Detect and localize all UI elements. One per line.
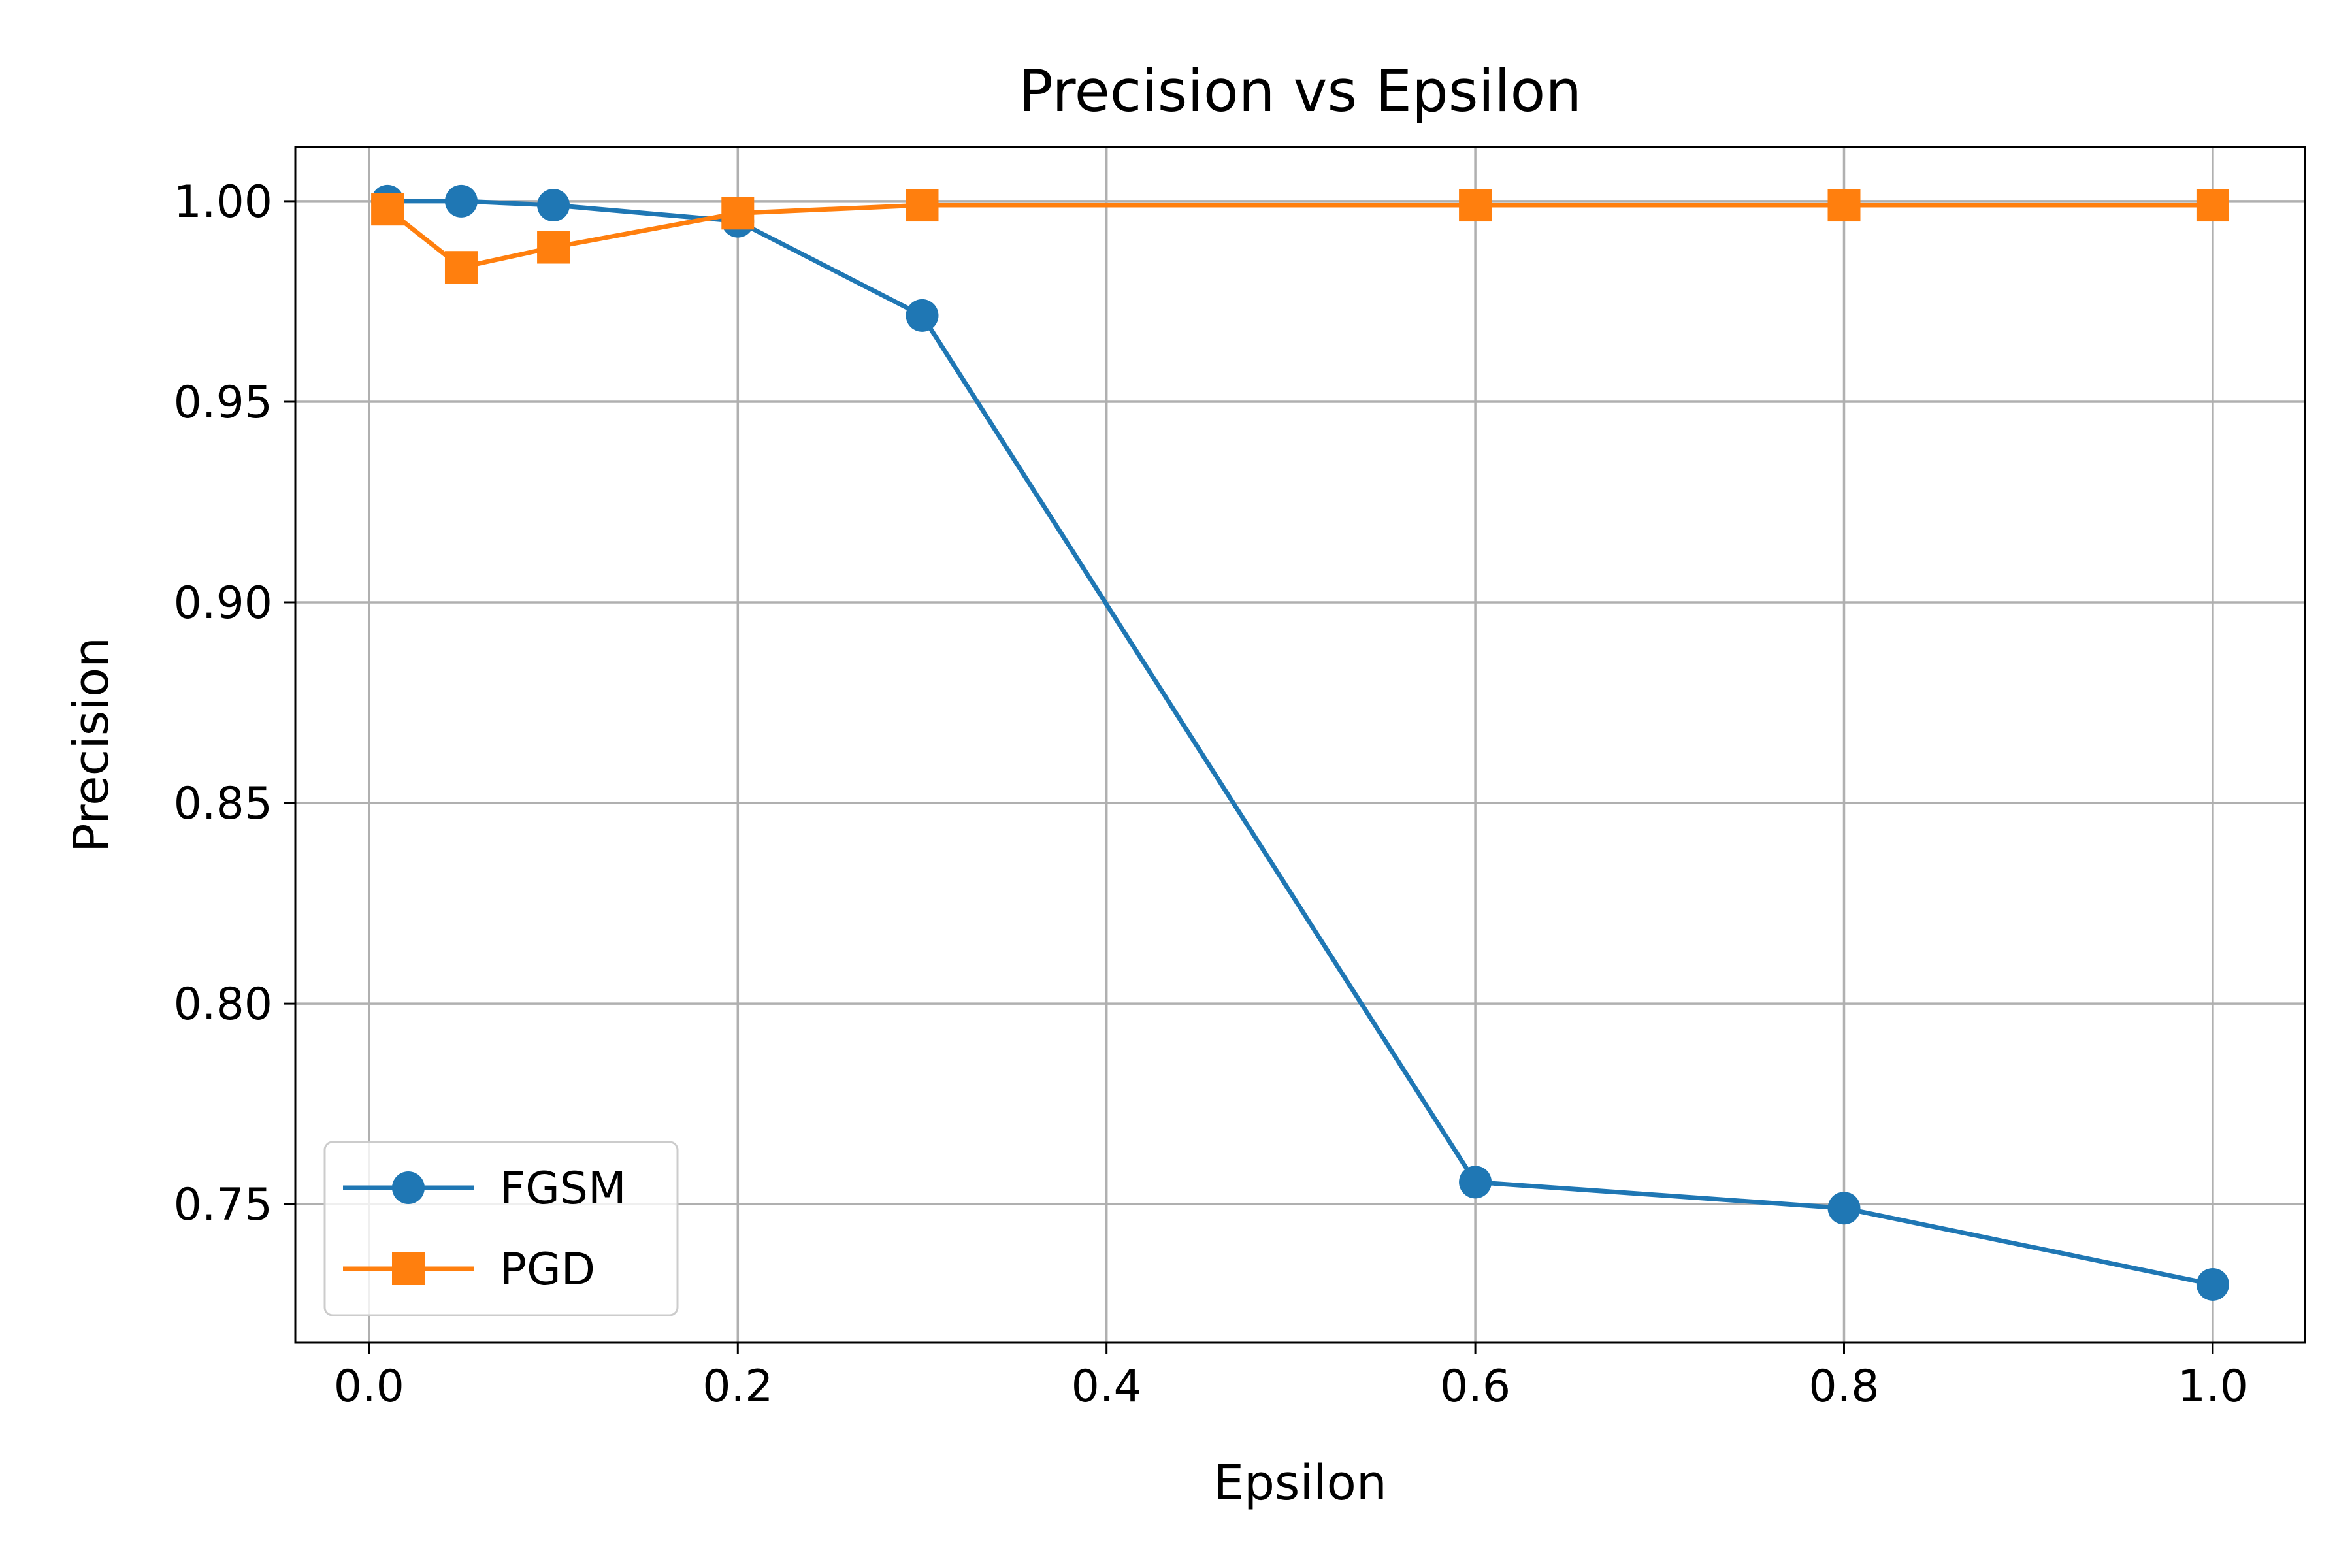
data-point-pgd	[1459, 189, 1492, 222]
data-point-fgsm	[906, 299, 939, 332]
data-point-pgd	[2196, 189, 2229, 222]
y-tick-label: 0.80	[174, 979, 272, 1030]
data-point-pgd	[906, 189, 939, 222]
y-tick-label: 1.00	[174, 176, 272, 228]
data-point-pgd	[1827, 189, 1861, 222]
data-point-fgsm	[444, 184, 478, 218]
legend-entry-fgsm: FGSM	[343, 1163, 627, 1215]
x-tick-label: 0.6	[1440, 1361, 1511, 1413]
x-axis-label: Epsilon	[1213, 1455, 1387, 1511]
legend: FGSM PGD	[323, 1141, 679, 1316]
y-tick-label: 0.95	[174, 377, 272, 429]
data-point-fgsm	[2196, 1267, 2229, 1301]
series-layer	[371, 184, 2229, 1301]
legend-marker	[392, 1171, 425, 1204]
x-axis-ticks: 0.0 0.2 0.4 0.6 0.8 1.0	[334, 1343, 2248, 1413]
y-tick-label: 0.90	[174, 578, 272, 629]
data-point-pgd	[537, 231, 570, 264]
y-axis-label: Precision	[63, 637, 120, 853]
data-point-pgd	[721, 197, 755, 230]
x-tick-label: 0.4	[1071, 1361, 1142, 1413]
y-axis-ticks: 0.75 0.80 0.85 0.90 0.95 1.00	[174, 176, 295, 1231]
chart-title: Precision vs Epsilon	[1019, 57, 1582, 125]
legend-entry-pgd: PGD	[343, 1244, 595, 1296]
series-pgd	[371, 189, 2229, 284]
x-tick-label: 0.8	[1808, 1361, 1879, 1413]
data-point-pgd	[444, 251, 478, 284]
data-point-fgsm	[1827, 1192, 1861, 1225]
y-tick-label: 0.85	[174, 778, 272, 830]
plot-frame	[294, 146, 2306, 1344]
legend-marker	[392, 1252, 425, 1285]
legend-label: FGSM	[500, 1163, 627, 1215]
legend-label: PGD	[500, 1244, 595, 1296]
data-point-pgd	[371, 193, 404, 226]
x-tick-label: 0.0	[334, 1361, 404, 1413]
data-point-fgsm	[1459, 1166, 1492, 1199]
y-tick-label: 0.75	[174, 1179, 272, 1231]
x-tick-label: 1.0	[2178, 1361, 2248, 1413]
x-tick-label: 0.2	[702, 1361, 773, 1413]
data-point-fgsm	[537, 189, 570, 222]
